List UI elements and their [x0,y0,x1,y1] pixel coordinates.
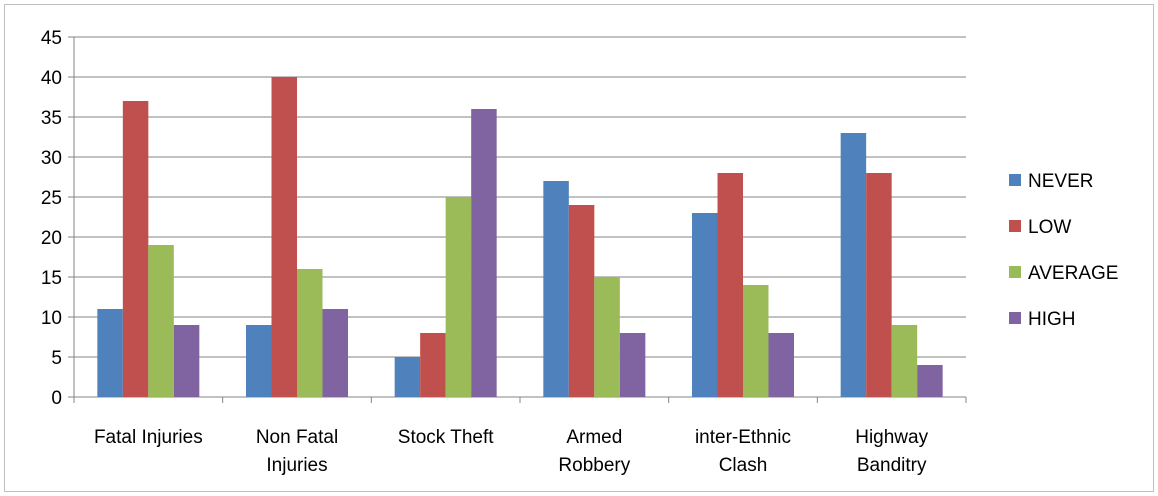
bar-low [420,333,446,397]
bar-never [692,213,718,397]
x-tick-label: Injuries [266,455,327,476]
y-tick-label: 35 [41,108,62,129]
bar-average [891,325,918,397]
bars [97,77,943,397]
bar-low [271,77,297,397]
bar-never [543,181,569,397]
bar-low [866,173,892,397]
gridlines [74,36,966,358]
legend-label-low: LOW [1028,217,1071,238]
x-tick-label: Banditry [857,455,927,476]
y-tick-label: 20 [41,228,62,249]
bar-never [97,309,123,397]
bar-high [619,333,646,397]
bar-high [768,333,794,397]
x-tick-label: Non Fatal [256,427,338,448]
legend-swatch-high [1009,312,1021,324]
x-tick-label: inter-Ethnic [695,427,791,448]
legend-swatch-never [1009,174,1021,186]
y-tick-label: 15 [41,268,62,289]
x-tick-label: Armed [566,427,622,448]
x-tick-label: Highway [855,427,928,448]
x-axis: Fatal Injuries Non Fatal Injuries Stock The… [73,396,967,476]
y-tick-label: 40 [41,68,62,89]
y-tick-label: 5 [51,348,62,369]
y-tick-label: 25 [41,188,62,209]
bar-high [471,109,497,397]
bar-average [743,285,769,397]
legend-swatch-low [1009,220,1021,232]
bar-high [322,309,348,397]
y-tick-label: 45 [41,28,62,49]
legend-swatch-average [1009,266,1021,278]
y-tick-label: 10 [41,308,62,329]
x-tick-label: Fatal Injuries [94,427,203,448]
bar-average [297,269,323,397]
x-tick-label: Clash [719,455,768,476]
legend-label-average: AVERAGE [1028,263,1118,284]
bar-low [568,205,595,397]
legend-label-high: HIGH [1028,309,1076,330]
bar-never [394,357,421,397]
bar-never [246,325,272,397]
legend: NEVER LOW AVERAGE HIGH [1009,171,1118,330]
y-axis: 0 5 10 15 20 25 30 35 40 45 [41,28,75,409]
y-tick-label: 30 [41,148,62,169]
bar-low [122,101,149,397]
bar-never [840,133,867,397]
bar-high [173,325,200,397]
bar-high [917,365,943,397]
x-tick-label: Robbery [558,455,630,476]
x-tick-label: Stock Theft [398,427,494,448]
bar-average [445,197,472,397]
legend-label-never: NEVER [1028,171,1093,192]
y-tick-label: 0 [51,388,62,409]
bar-average [594,277,620,397]
bar-average [148,245,174,397]
bar-low [717,173,743,397]
